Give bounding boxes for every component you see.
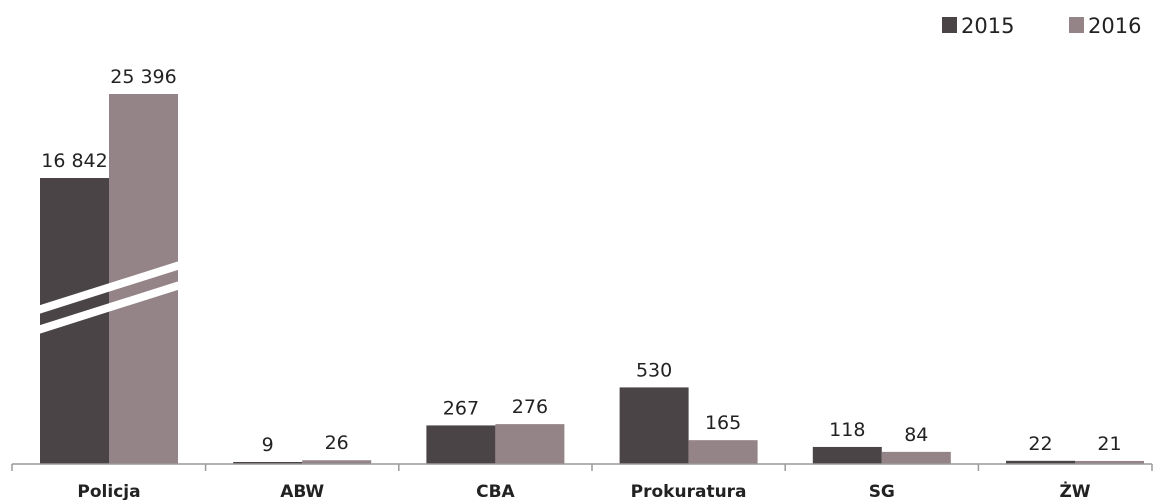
x-axis [11, 463, 1153, 471]
bar-cba-2015 [426, 425, 496, 464]
value-label-cba-2015: 267 [443, 397, 479, 419]
legend-swatch-2016 [1069, 17, 1084, 33]
category-label-prokuratura: Prokuratura [631, 482, 747, 500]
bar-prokuratura-2016 [688, 440, 758, 464]
axis-break-mark-2 [36, 281, 182, 334]
bar-zw-2016 [1075, 460, 1144, 464]
category-label-zw: ŻW [1059, 480, 1090, 500]
value-label-zw-2016: 21 [1097, 433, 1121, 455]
bars-layer [40, 94, 1144, 464]
value-label-cba-2016: 276 [512, 396, 548, 418]
category-label-sg: SG [869, 482, 895, 500]
axis-break-layer [36, 261, 182, 334]
legend-label-2015: 2015 [961, 14, 1014, 38]
category-labels-layer: Policja ABW CBA Prokuratura SG ŻW [77, 480, 1090, 500]
value-label-prokuratura-2015: 530 [636, 359, 672, 381]
value-labels-layer: 16 842 25 396 9 26 267 276 530 165 118 84 22 21 [41, 66, 1121, 456]
value-label-policja-2015: 16 842 [41, 150, 107, 172]
category-label-policja: Policja [77, 482, 140, 500]
legend-swatch-2015 [942, 17, 957, 33]
category-label-cba: CBA [476, 482, 515, 500]
bar-prokuratura-2015 [619, 387, 689, 464]
bar-abw-2015 [233, 462, 303, 464]
value-label-sg-2015: 118 [829, 419, 865, 441]
value-label-abw-2015: 9 [262, 434, 274, 456]
bar-sg-2016 [881, 451, 951, 464]
value-label-zw-2015: 22 [1028, 433, 1052, 455]
bar-sg-2015 [812, 446, 882, 464]
legend-label-2016: 2016 [1088, 14, 1141, 38]
bar-cba-2016 [495, 424, 565, 464]
category-label-abw: ABW [280, 482, 324, 500]
bar-abw-2016 [302, 460, 372, 464]
value-label-policja-2016: 25 396 [110, 66, 176, 88]
value-label-sg-2016: 84 [904, 424, 928, 446]
bar-zw-2015 [1006, 460, 1075, 464]
value-label-abw-2016: 26 [325, 432, 349, 454]
value-label-prokuratura-2016: 165 [705, 412, 741, 434]
axis-break-mark-1 [36, 261, 182, 314]
legend: 2015 2016 [942, 14, 1141, 38]
